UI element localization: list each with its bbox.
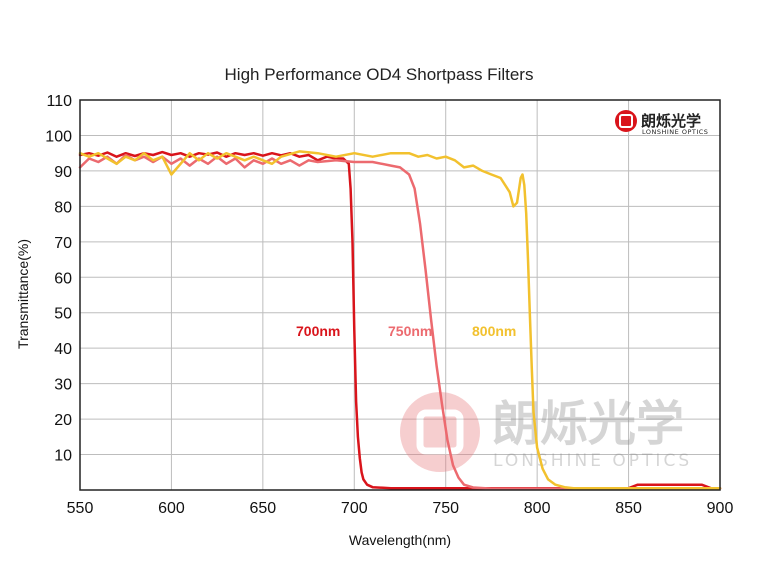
- series-line-800nm: [78, 150, 722, 490]
- x-tick-label: 700: [341, 500, 368, 517]
- y-tick-label: 60: [54, 270, 72, 287]
- x-tick-label: 550: [67, 500, 94, 517]
- y-tick-label: 20: [54, 412, 72, 429]
- y-tick-label: 70: [54, 235, 72, 252]
- logo: 朗烁光学 LONSHINE OPTICS: [615, 110, 708, 136]
- logo-emblem-mark: [619, 114, 633, 128]
- x-tick-label: 850: [615, 500, 642, 517]
- series-line-700nm: [78, 150, 722, 490]
- x-tick-label: 650: [250, 500, 277, 517]
- y-tick-label: 50: [54, 306, 72, 323]
- logo-cn: 朗烁光学: [641, 112, 701, 130]
- grid: [80, 100, 720, 490]
- x-tick-label: 800: [524, 500, 551, 517]
- series-label-700nm: 700nm: [296, 323, 340, 339]
- x-tick-label: 900: [707, 500, 734, 517]
- plot-frame: [79, 99, 721, 491]
- x-tick-label: 750: [432, 500, 459, 517]
- watermark-en: LONSHINE OPTICS: [493, 451, 692, 471]
- watermark-emblem-icon: [400, 392, 480, 472]
- series-group: [78, 150, 722, 490]
- y-tick-label: 100: [45, 128, 72, 145]
- ticks: 550 600 650 700 750 800 850 900 10 20 30 40 50 60 70 80…: [45, 93, 733, 517]
- series-line-750nm: [78, 153, 722, 490]
- watermark-cn: 朗烁光学: [492, 396, 684, 452]
- chart-title: High Performance OD4 Shortpass Filters: [225, 65, 534, 84]
- x-axis-label: Wavelength(nm): [349, 532, 451, 548]
- series-label-750nm: 750nm: [388, 323, 432, 339]
- watermark-emblem-mark: [416, 409, 464, 455]
- y-tick-label: 110: [46, 93, 72, 110]
- x-tick-label: 600: [158, 500, 185, 517]
- y-tick-label: 90: [54, 164, 72, 181]
- y-tick-label: 10: [54, 448, 72, 465]
- y-tick-label: 40: [54, 341, 72, 358]
- y-axis-label: Transmittance(%): [15, 239, 31, 349]
- watermark: 朗烁光学 LONSHINE OPTICS: [400, 392, 692, 472]
- logo-emblem-icon: [615, 110, 637, 132]
- y-tick-label: 30: [54, 377, 72, 394]
- y-tick-label: 80: [54, 199, 72, 216]
- logo-en: LONSHINE OPTICS: [642, 128, 708, 136]
- series-label-800nm: 800nm: [472, 323, 516, 339]
